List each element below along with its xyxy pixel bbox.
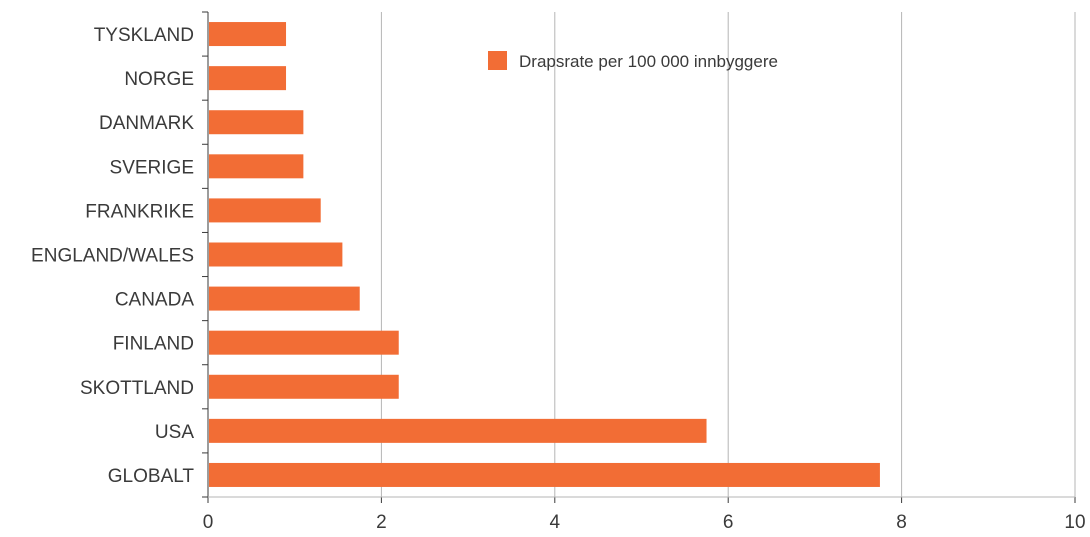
category-label: USA [155, 422, 194, 443]
bar [209, 330, 399, 355]
category-label: ENGLAND/WALES [31, 246, 194, 267]
x-tick-label: 10 [1064, 512, 1085, 533]
bar [209, 22, 287, 47]
legend-swatch [488, 51, 507, 70]
category-label: GLOBALT [108, 466, 195, 487]
grid-lines [380, 12, 1076, 497]
bar [209, 286, 360, 311]
bar [209, 462, 880, 487]
category-label: TYSKLAND [94, 25, 194, 46]
bar [209, 198, 321, 223]
category-label: SVERIGE [110, 157, 194, 178]
category-label: FINLAND [113, 334, 194, 355]
category-label: DANMARK [99, 113, 194, 134]
x-tick-labels: 0 2 4 6 8 10 [203, 512, 1086, 533]
bar [209, 110, 304, 135]
axes [202, 11, 1076, 503]
x-tick-label: 6 [723, 512, 734, 533]
x-tick-label: 4 [550, 512, 561, 533]
x-tick-label: 2 [376, 512, 387, 533]
bars [209, 22, 880, 487]
legend: Drapsrate per 100 000 innbyggere [488, 51, 778, 71]
category-labels: TYSKLAND NORGE DANMARK SVERIGE FRANKRIKE ENGL… [31, 25, 194, 487]
bar [209, 418, 707, 443]
category-label: CANADA [115, 290, 195, 311]
bar [209, 66, 287, 91]
category-label: FRANKRIKE [85, 201, 194, 222]
category-label: NORGE [124, 69, 194, 90]
bar [209, 242, 343, 267]
legend-label: Drapsrate per 100 000 innbyggere [519, 52, 778, 71]
bar [209, 154, 304, 179]
category-label: SKOTTLAND [80, 378, 194, 399]
x-tick-label: 8 [896, 512, 907, 533]
x-tick-label: 0 [203, 512, 214, 533]
bar [209, 374, 399, 399]
